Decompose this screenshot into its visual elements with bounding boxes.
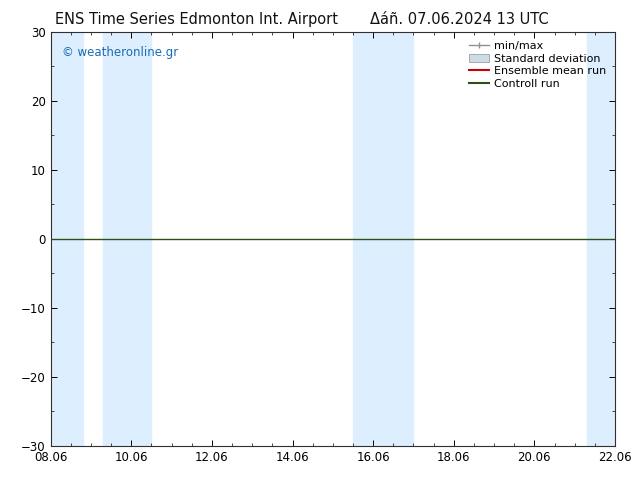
Text: ENS Time Series Edmonton Int. Airport: ENS Time Series Edmonton Int. Airport <box>55 12 338 27</box>
Legend: min/max, Standard deviation, Ensemble mean run, Controll run: min/max, Standard deviation, Ensemble me… <box>466 37 609 93</box>
Text: © weatheronline.gr: © weatheronline.gr <box>62 47 178 59</box>
Bar <box>587 32 615 446</box>
Bar <box>103 32 152 446</box>
Bar <box>51 32 83 446</box>
Text: Δáñ. 07.06.2024 13 UTC: Δáñ. 07.06.2024 13 UTC <box>370 12 549 27</box>
Bar <box>353 32 413 446</box>
